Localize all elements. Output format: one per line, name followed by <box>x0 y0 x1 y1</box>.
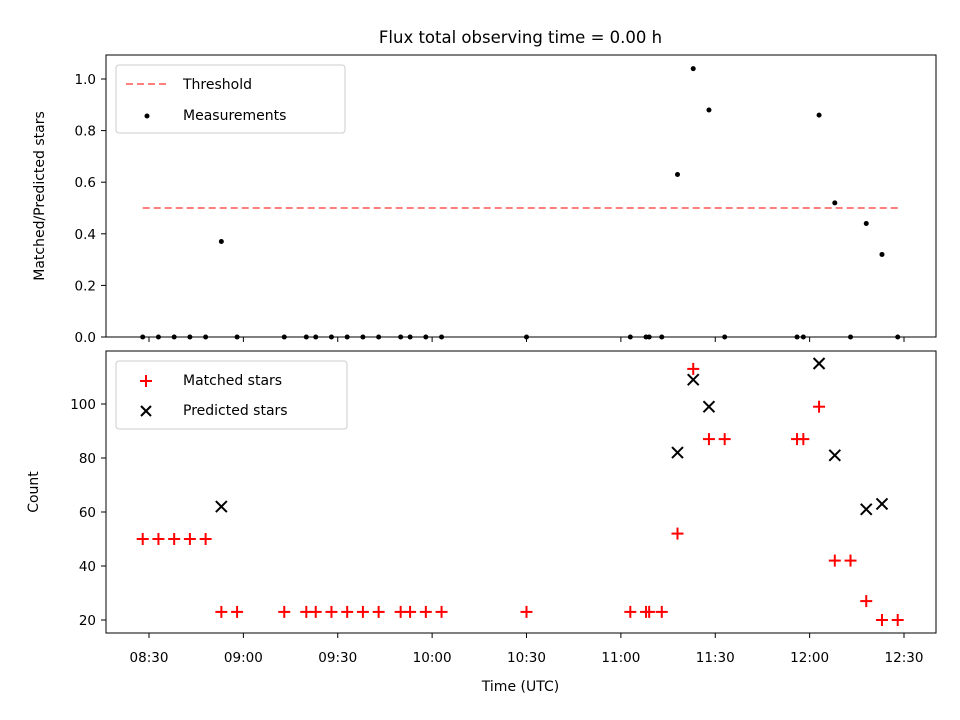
predicted-stars-point <box>875 497 889 511</box>
predicted-stars-point <box>702 400 716 413</box>
bottom-x-axis-label: Time (UTC) <box>481 679 559 695</box>
matched-stars-point <box>372 605 385 618</box>
top-y-tick-label: 0.6 <box>75 175 96 191</box>
predicted-stars-point <box>812 357 826 370</box>
top-legend: Threshold Measurements <box>115 64 346 134</box>
legend-measurements-swatch <box>144 113 150 119</box>
top-plot-frame <box>105 54 937 338</box>
top-y-tick-label: 0.2 <box>75 278 96 294</box>
chart-title: Flux total observing time = 0.00 h <box>379 28 662 47</box>
measurement-point <box>218 239 224 245</box>
measurement-point <box>832 200 838 206</box>
bottom-x-tick-label: 09:30 <box>318 650 357 666</box>
matched-stars-point <box>199 533 212 545</box>
matched-stars-point <box>797 433 810 446</box>
top-y-tick-label: 0.8 <box>75 124 96 140</box>
predicted-stars-point <box>828 449 841 462</box>
bottom-legend: Matched stars Predicted stars <box>115 360 348 430</box>
legend-predicted-label: Predicted stars <box>183 403 288 419</box>
top-legend-box <box>115 64 346 134</box>
bottom-y-tick-label: 40 <box>79 559 96 575</box>
measurement-point <box>863 220 869 226</box>
legend-matched-label: Matched stars <box>183 373 282 389</box>
measurement-point <box>706 107 712 113</box>
matched-stars-point <box>655 605 668 618</box>
bottom-legend-box <box>115 360 348 430</box>
predicted-stars-point <box>860 503 873 516</box>
top-y-tick-label: 1.0 <box>75 72 96 88</box>
matched-stars-point <box>183 533 196 545</box>
matched-stars-point <box>844 554 857 567</box>
bottom-y-axis-label: Count <box>26 471 42 513</box>
bottom-y-tick-label: 60 <box>79 505 96 521</box>
matched-stars-point <box>168 533 181 545</box>
matched-stars-point <box>215 605 228 618</box>
matched-stars-point <box>860 595 873 608</box>
matched-stars-point <box>419 605 432 618</box>
measurement-point <box>690 66 696 72</box>
matched-stars-point <box>356 605 369 618</box>
top-y-axis-label: Matched/Predicted stars <box>32 111 48 281</box>
bottom-x-tick-label: 09:00 <box>224 650 263 666</box>
bottom-x-tick-label: 11:30 <box>696 650 735 666</box>
matched-stars-point <box>404 605 417 618</box>
matched-stars-point <box>520 605 533 618</box>
top-panel: 0.0 0.2 0.4 0.6 0.8 1.0 Matched/Predicted sta… <box>32 54 937 346</box>
matched-stars-point <box>231 605 244 618</box>
matched-stars-point <box>309 605 322 618</box>
matched-stars-point <box>341 605 354 618</box>
bottom-x-tick-label: 11:00 <box>601 650 640 666</box>
matched-stars-point <box>278 605 291 618</box>
predicted-stars-point <box>671 446 684 459</box>
predicted-stars-point <box>687 373 700 386</box>
bottom-y-tick-label: 20 <box>79 613 96 629</box>
matched-stars-point <box>828 554 841 567</box>
legend-threshold-label: Threshold <box>182 77 252 93</box>
bottom-y-tick-label: 100 <box>70 397 96 413</box>
measurement-point <box>879 251 885 257</box>
matched-stars-point <box>702 433 715 446</box>
matched-stars-point <box>624 605 637 618</box>
legend-predicted-swatch <box>140 405 152 417</box>
top-y-tick-label: 0.4 <box>75 227 96 243</box>
bottom-plot-frame <box>105 350 937 634</box>
matched-stars-point <box>687 362 700 375</box>
bottom-x-tick-label: 12:00 <box>790 650 829 666</box>
matched-stars-point <box>435 605 448 618</box>
matched-stars-point <box>325 605 338 618</box>
matched-stars-point <box>643 605 656 618</box>
bottom-x-tick-label: 10:00 <box>413 650 452 666</box>
matched-stars-point <box>152 533 165 545</box>
matched-stars-point <box>891 614 904 626</box>
bottom-x-tick-label: 10:30 <box>507 650 546 666</box>
bottom-panel: 08:30 09:00 09:30 10:00 10:30 11:00 11:30 12:00… <box>26 350 937 695</box>
legend-matched-swatch <box>140 375 152 387</box>
measurement-point <box>675 171 680 177</box>
measurement-point <box>816 112 822 118</box>
bottom-y-tick-label: 80 <box>79 451 96 467</box>
bottom-x-tick-label: 12:30 <box>885 650 924 666</box>
predicted-stars-point <box>215 500 228 513</box>
matched-stars-point <box>671 527 684 540</box>
top-y-tick-label: 0.0 <box>75 330 96 346</box>
matched-stars-point <box>718 433 731 446</box>
legend-measurements-label: Measurements <box>183 108 286 124</box>
matched-stars-point <box>136 533 149 545</box>
matched-stars-point <box>875 614 888 626</box>
matched-stars-point <box>813 400 826 413</box>
bottom-x-tick-label: 08:30 <box>130 650 169 666</box>
